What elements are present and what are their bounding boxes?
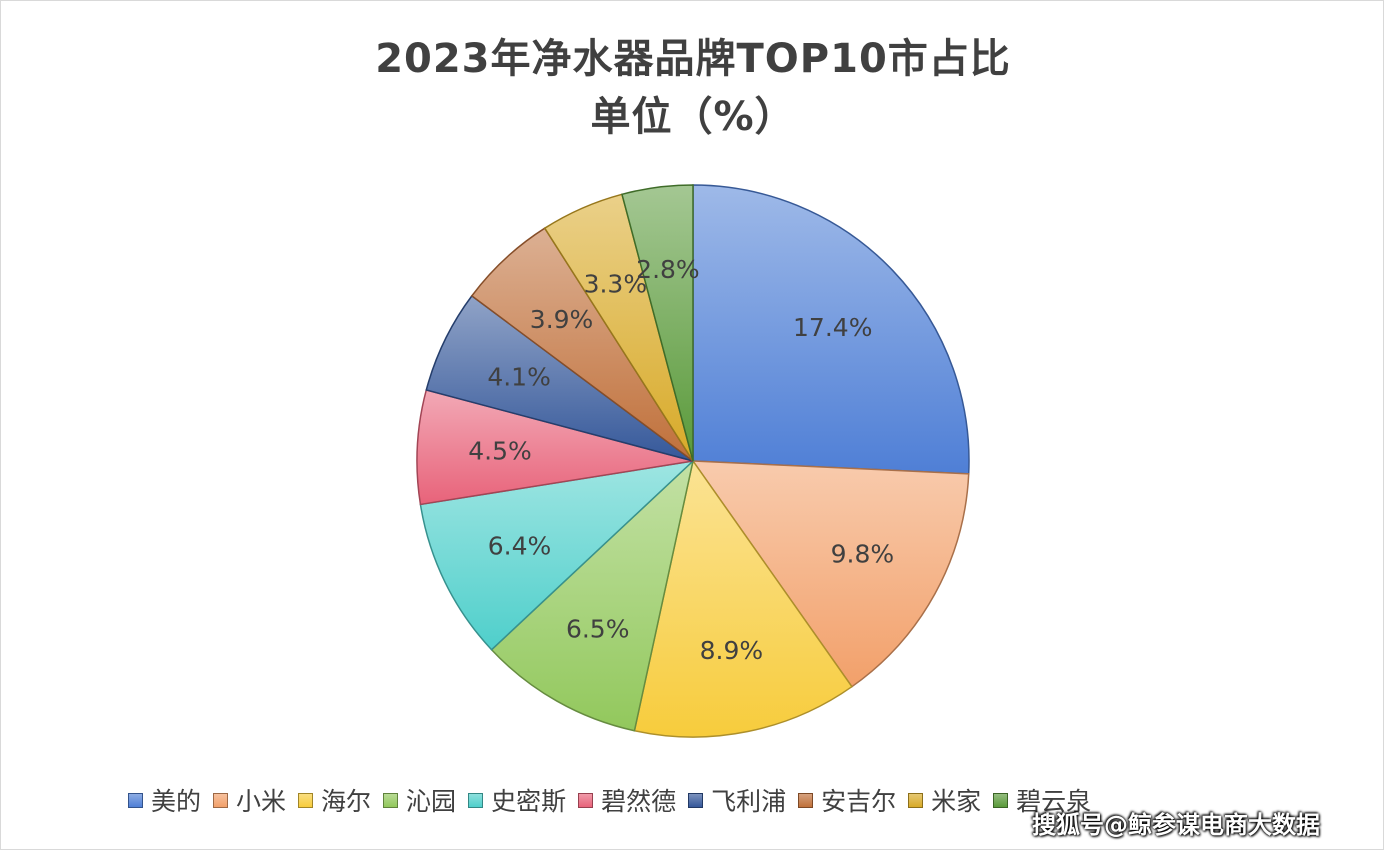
legend-swatch (908, 792, 924, 808)
slice-label-9: 3.3% (584, 270, 648, 299)
legend-label: 海尔 (321, 787, 372, 816)
slice-label-2: 9.8% (831, 539, 895, 568)
legend-item-5: 史密斯 (468, 782, 566, 818)
slice-label-10: 2.8% (636, 255, 700, 284)
legend-label: 碧云泉 (1016, 787, 1092, 816)
watermark: 搜狐号@鲸参谋电商大数据 (1032, 811, 1320, 839)
legend-item-1: 美的 (128, 782, 201, 818)
slice-label-8: 3.9% (530, 305, 594, 334)
legend-label: 米家 (931, 787, 982, 816)
pie-slice-4 (490, 458, 695, 732)
legend-swatch (578, 792, 594, 808)
pie-slice-3 (633, 459, 853, 738)
legend-label: 沁园 (406, 787, 457, 816)
legend-item-10: 碧云泉 (993, 782, 1091, 818)
slice-label-5: 6.4% (488, 531, 552, 560)
pie-slice-1 (692, 184, 970, 475)
legend-item-4: 沁园 (383, 782, 456, 818)
legend-label: 安吉尔 (821, 787, 897, 816)
legend-swatch (688, 792, 704, 808)
legend-label: 飞利浦 (711, 787, 787, 816)
legend-swatch (798, 792, 814, 808)
pie-slice-2 (691, 460, 970, 688)
pie-slice-6 (416, 389, 694, 506)
legend-item-7: 飞利浦 (688, 782, 786, 818)
legend-swatch (128, 792, 143, 808)
chart-title: 2023年净水器品牌TOP10市占比 (375, 36, 1011, 82)
legend-label: 小米 (236, 787, 287, 816)
pie-slice-10 (621, 184, 694, 462)
legend-item-2: 小米 (213, 782, 286, 818)
legend-label: 碧然德 (601, 787, 677, 816)
legend-item-9: 米家 (908, 782, 981, 818)
legend-item-6: 碧然德 (578, 782, 676, 818)
slice-label-7: 4.1% (487, 362, 551, 391)
slice-label-6: 4.5% (468, 437, 532, 466)
legend-item-3: 海尔 (298, 782, 371, 818)
legend-label: 史密斯 (491, 787, 567, 816)
slice-label-1: 17.4% (793, 313, 872, 342)
legend-item-8: 安吉尔 (798, 782, 896, 818)
legend-swatch (383, 792, 399, 808)
legend: 美的 小米 海尔 沁园 史密斯 碧然德 飞利浦 安吉尔 米家 碧云泉 (128, 782, 1103, 818)
legend-swatch (468, 792, 484, 808)
chart-subtitle: 单位（%） (590, 94, 796, 140)
legend-swatch (213, 792, 229, 808)
legend-swatch (993, 792, 1009, 808)
slice-label-3: 8.9% (700, 636, 764, 665)
pie-slice-5 (419, 459, 696, 651)
slice-label-4: 6.5% (566, 615, 630, 644)
legend-label: 美的 (151, 787, 202, 816)
legend-swatch (298, 792, 314, 808)
